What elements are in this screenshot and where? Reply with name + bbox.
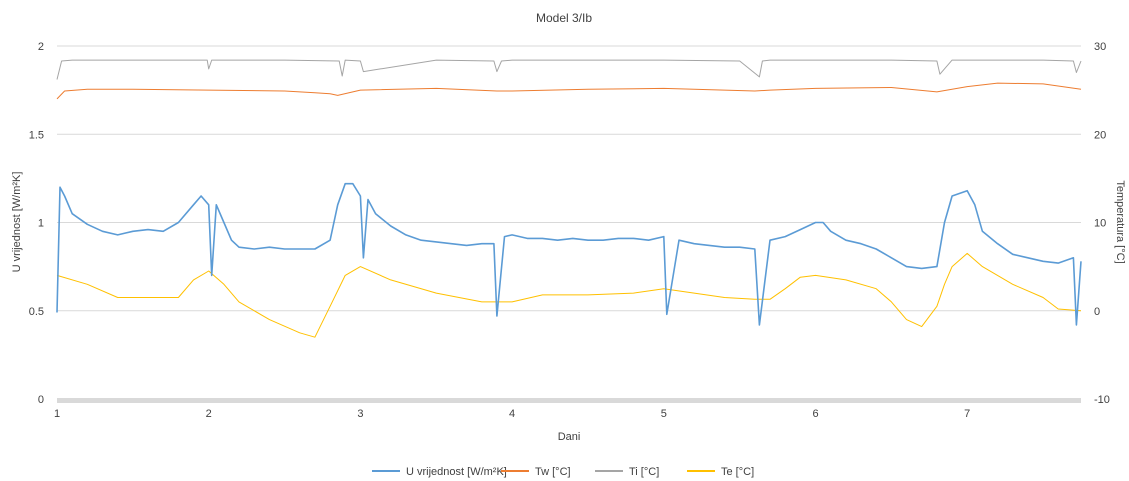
x-tick-label: 4 [509,408,515,420]
x-tick-label: 1 [54,408,60,420]
legend-label-tw: Tw [°C] [535,466,571,478]
y-tick-label: 2 [38,41,44,53]
y-tick-label: 0.5 [29,306,44,318]
x-tick-label: 2 [206,408,212,420]
series-line-ti [56,59,1082,80]
y2-tick-label: -10 [1094,394,1110,406]
y2-tick-label: 30 [1094,41,1106,53]
legend: U vrijednost [W/m²K] Tw [°C] Ti [°C] Te [°C… [372,466,754,478]
x-tick-label: 5 [661,408,667,420]
chart-title: Model 3/Ib [536,11,592,25]
y-axis-right: -10 0 10 20 30 [1094,41,1110,406]
x-axis-scrollbar[interactable] [57,398,1081,403]
series-line-te [56,252,1082,338]
y-axis-left: 0 0.5 1 1.5 2 [29,41,44,406]
y2-tick-label: 10 [1094,218,1106,230]
series-line-tw [56,82,1082,100]
x-tick-label: 7 [964,408,970,420]
y-tick-label: 1.5 [29,129,44,141]
x-axis-title: Dani [558,431,581,443]
x-axis: 1 2 3 4 5 6 7 [54,408,970,420]
gridlines [57,45,1081,312]
x-tick-label: 6 [812,408,818,420]
y-tick-label: 1 [38,218,44,230]
series-line-u [56,182,1082,326]
y2-axis-title: Temperatura [°C] [1114,180,1126,263]
y-tick-label: 0 [38,394,44,406]
legend-label-te: Te [°C] [721,466,754,478]
y-axis-title: U vrijednost [W/m²K] [11,172,23,273]
y2-tick-label: 20 [1094,129,1106,141]
legend-label-ti: Ti [°C] [629,466,659,478]
y2-tick-label: 0 [1094,306,1100,318]
plot-area [56,59,1082,338]
x-tick-label: 3 [357,408,363,420]
legend-label-u: U vrijednost [W/m²K] [406,466,507,478]
